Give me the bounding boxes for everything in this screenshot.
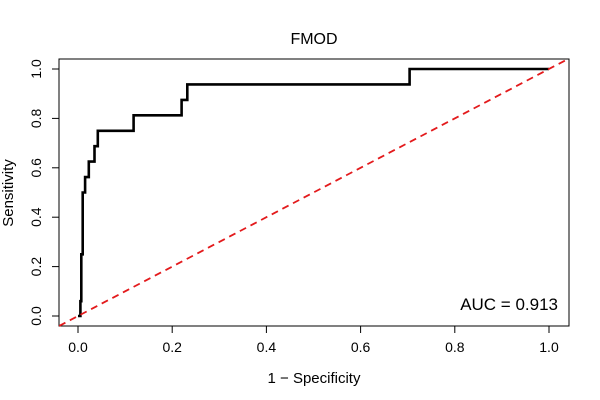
x-axis: 0.0 0.2 0.4 0.6 0.8 1.0 bbox=[68, 325, 559, 355]
y-tick-label: 0.6 bbox=[28, 158, 44, 178]
y-tick-label: 0.2 bbox=[28, 257, 44, 277]
series-layer bbox=[58, 58, 569, 327]
auc-annotation: AUC = 0.913 bbox=[460, 295, 558, 314]
y-tick-label: 0.4 bbox=[28, 207, 44, 227]
x-axis-title: 1 − Specificity bbox=[268, 370, 361, 387]
chart-title: FMOD bbox=[290, 31, 337, 48]
y-tick-label: 0.8 bbox=[28, 108, 44, 128]
x-tick-label: 0.2 bbox=[162, 339, 182, 355]
y-axis: 0.0 0.2 0.4 0.6 0.8 1.0 bbox=[28, 59, 60, 326]
roc-curve-line bbox=[78, 67, 549, 318]
x-tick-label: 0.0 bbox=[68, 339, 88, 355]
y-tick-label: 1.0 bbox=[28, 59, 44, 79]
y-axis-title: Sensitivity bbox=[0, 159, 17, 227]
y-tick-label: 0.0 bbox=[28, 306, 44, 326]
x-tick-label: 1.0 bbox=[539, 339, 559, 355]
x-tick-label: 0.6 bbox=[351, 339, 371, 355]
reference-diagonal-line bbox=[58, 58, 569, 327]
x-tick-label: 0.4 bbox=[257, 339, 277, 355]
x-tick-label: 0.8 bbox=[445, 339, 465, 355]
